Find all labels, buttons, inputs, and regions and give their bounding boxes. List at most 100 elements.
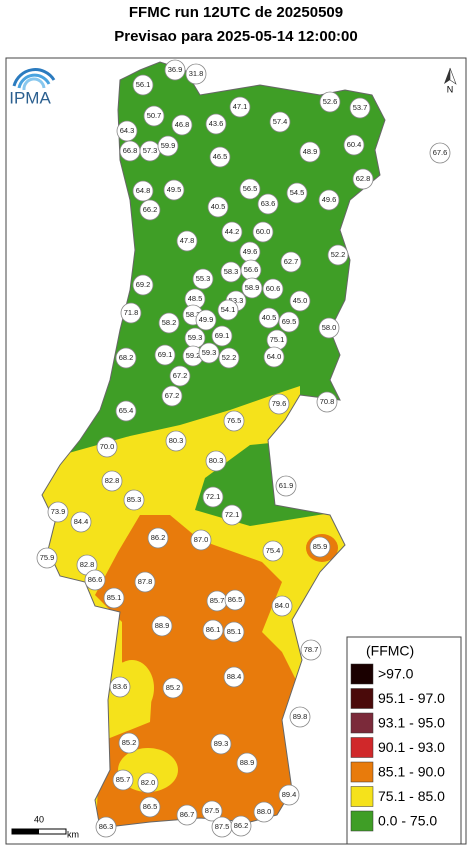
legend-label: 75.1 - 85.0: [378, 788, 445, 804]
station-marker: [116, 120, 138, 142]
station-marker: [271, 595, 293, 617]
station-marker: [253, 801, 275, 823]
station-value: 75.4: [266, 546, 281, 555]
logo-text: IPMA: [9, 88, 51, 107]
station-marker: [84, 569, 106, 591]
station-marker: [132, 274, 154, 296]
station-value: 85.3: [127, 495, 142, 504]
station: 71.8: [120, 302, 142, 324]
stations: 36.9 31.8 56.1 50.7 47.1 52.6 53.7 64.3 46.8 43.6…: [36, 59, 451, 838]
station: 52.2: [218, 347, 240, 369]
station-value: 45.0: [293, 296, 308, 305]
station-marker: [207, 196, 229, 218]
station: 82.8: [101, 470, 123, 492]
station-marker: [201, 800, 223, 822]
station-value: 87.5: [205, 806, 220, 815]
station: 76.5: [223, 410, 245, 432]
station-marker: [289, 706, 311, 728]
zone-moderate-patch: [110, 660, 154, 716]
station: 84.0: [271, 595, 293, 617]
station-value: 53.7: [353, 103, 368, 112]
station: 60.0: [252, 221, 274, 243]
station-marker: [198, 342, 220, 364]
station-marker: [202, 619, 224, 641]
station-marker: [134, 571, 156, 593]
station-marker: [185, 63, 207, 85]
station-value: 88.9: [155, 621, 170, 630]
station-marker: [158, 312, 180, 334]
station-value: 66.2: [143, 205, 158, 214]
station-value: 59.9: [161, 141, 176, 150]
station-marker: [289, 290, 311, 312]
station: 64.0: [263, 346, 285, 368]
station: 36.9: [164, 59, 186, 81]
scale-unit: km: [67, 829, 79, 839]
station-marker: [299, 141, 321, 163]
station-marker: [70, 511, 92, 533]
station-marker: [176, 230, 198, 252]
station: 31.8: [185, 63, 207, 85]
station: 46.5: [209, 146, 231, 168]
station-value: 67.2: [173, 371, 188, 380]
station: 56.1: [132, 74, 154, 96]
station-marker: [278, 311, 300, 333]
legend-label: 90.1 - 93.0: [378, 739, 445, 755]
station-value: 83.6: [113, 682, 128, 691]
station-marker: [269, 111, 291, 133]
station-marker: [164, 59, 186, 81]
station-value: 69.5: [282, 317, 297, 326]
station: 49.6: [318, 189, 340, 211]
station-marker: [163, 179, 185, 201]
station-value: 82.8: [105, 476, 120, 485]
station-marker: [211, 325, 233, 347]
station: 83.6: [109, 676, 131, 698]
station-marker: [157, 135, 179, 157]
station: 75.1: [266, 329, 288, 351]
station: 88.0: [253, 801, 275, 823]
station: 85.9: [309, 536, 331, 558]
station-marker: [343, 134, 365, 156]
station-value: 68.2: [119, 353, 134, 362]
station: 44.2: [221, 221, 243, 243]
station-marker: [169, 365, 191, 387]
station: 88.9: [236, 752, 258, 774]
station-value: 82.8: [80, 560, 95, 569]
station-value: 86.2: [151, 533, 166, 542]
station: 49.5: [163, 179, 185, 201]
station-marker: [252, 221, 274, 243]
station-value: 85.7: [116, 775, 131, 784]
legend-label: >97.0: [378, 666, 414, 682]
station-marker: [223, 621, 245, 643]
station-value: 46.5: [213, 152, 228, 161]
station-value: 58.9: [245, 283, 260, 292]
legend-label: 0.0 - 75.0: [378, 813, 437, 829]
station-marker: [223, 410, 245, 432]
station-value: 58.3: [186, 310, 201, 319]
station: 45.0: [289, 290, 311, 312]
station: 86.3: [95, 816, 117, 838]
map-frame: [5, 57, 467, 845]
station-marker: [221, 221, 243, 243]
station-value: 71.8: [124, 308, 139, 317]
station-value: 82.0: [141, 778, 156, 787]
title: FFMC run 12UTC de 20250509: [129, 4, 343, 21]
station-value: 40.5: [262, 313, 277, 322]
station-value: 85.7: [210, 596, 225, 605]
legend-swatch: [350, 786, 374, 807]
station-value: 48.9: [303, 147, 318, 156]
station-marker: [202, 486, 224, 508]
station-value: 78.7: [304, 645, 319, 654]
station-marker: [318, 317, 340, 339]
station: 52.6: [319, 91, 341, 113]
station-marker: [429, 142, 451, 164]
station-marker: [263, 346, 285, 368]
station-marker: [47, 501, 69, 523]
station-marker: [112, 769, 134, 791]
subtitle: Previsao para 2025-05-14 12:00:00: [114, 28, 358, 45]
station-value: 69.1: [215, 331, 230, 340]
station-marker: [195, 309, 217, 331]
station-marker: [262, 540, 284, 562]
station: 70.0: [96, 436, 118, 458]
station-marker: [115, 347, 137, 369]
legend: (FFMC) >97.0 95.1 - 97.0 93.1 - 95.0 90.1 -…: [346, 636, 462, 845]
